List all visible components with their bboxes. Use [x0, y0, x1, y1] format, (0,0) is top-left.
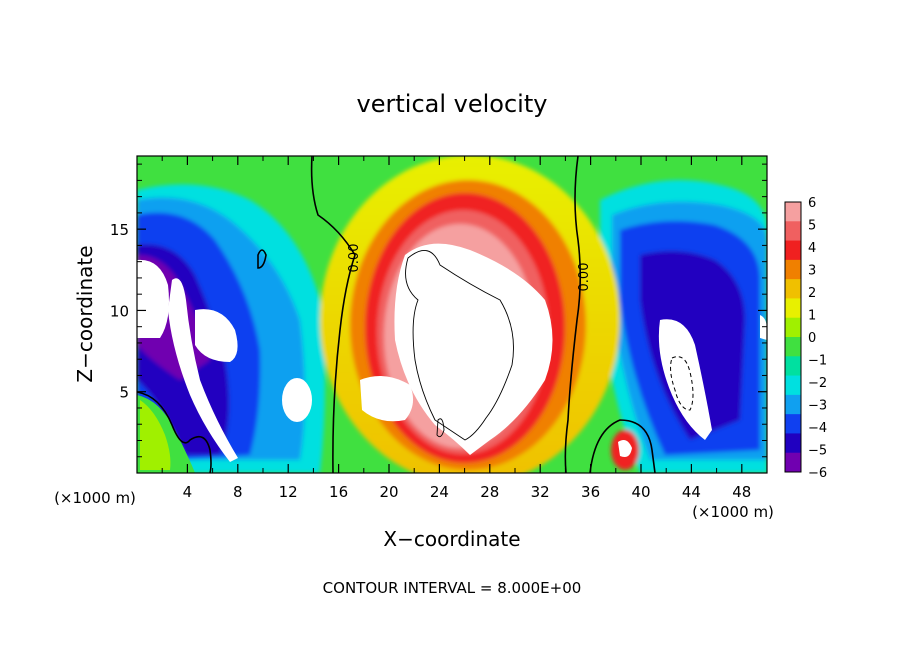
colorbar-swatch: [785, 375, 801, 396]
colorbar-swatch: [785, 259, 801, 280]
contour-label-left: 0.00: [347, 244, 362, 273]
colorbar-tick-label: 3: [808, 264, 816, 279]
x-axis-ticks: 4 8 12 16 20 24 28 32 36 40 44 48: [161, 156, 751, 501]
contour-zero-loop: [257, 249, 267, 269]
contour-core-small: [436, 418, 445, 438]
y-tick-label: 10: [110, 302, 129, 320]
y-axis-ticks: 5 10 15: [110, 163, 767, 458]
contour-lines-thin: [405, 250, 514, 441]
colorbar-swatch: [785, 298, 801, 319]
colorbar-tick-label: 0: [808, 331, 816, 346]
colorbar-tick-label: 5: [808, 219, 816, 234]
x-tick-label: 40: [631, 483, 650, 501]
field-white-left-2: [168, 278, 238, 462]
colorbar-frame: [784, 201, 802, 473]
x-tick-label: 44: [682, 483, 701, 501]
colorbar-tick-label: 2: [808, 286, 816, 301]
field-white-core: [394, 243, 553, 455]
y-axis-label: Z−coordinate: [73, 245, 97, 382]
colorbar-swatch: [785, 433, 801, 454]
colorbar-tick-label: 1: [808, 309, 816, 324]
contour-label-right: 0.00: [577, 263, 592, 292]
colorbar-swatch: [785, 221, 801, 242]
x-axis-label: X−coordinate: [383, 527, 520, 551]
plot-frame: [136, 155, 768, 474]
contour-lines: [137, 156, 656, 473]
x-tick-label: 20: [379, 483, 398, 501]
contour-zero-bottom-right: [589, 419, 656, 473]
x-tick-label: 28: [480, 483, 499, 501]
colorbar-swatch: [785, 317, 801, 338]
contour-interval-footer: CONTOUR INTERVAL = 8.000E+00: [323, 579, 582, 597]
contour-negative-dashed: [670, 356, 694, 411]
colorbar-swatch: [785, 240, 801, 261]
colorbar-swatch: [785, 202, 801, 222]
y-tick-label: 15: [110, 221, 129, 239]
colorbar-swatch: [785, 356, 801, 377]
contour-zero-bottom-left: [137, 391, 212, 473]
plot-area: 0.00 0.00: [137, 156, 767, 473]
field-white-core-lobe: [360, 376, 414, 422]
colorbar-tick-label: −1: [808, 354, 827, 369]
x-tick-label: 32: [531, 483, 550, 501]
x-tick-label: 48: [732, 483, 751, 501]
colorbar-swatch: [785, 337, 801, 357]
field-lime-bottom-left: [140, 400, 171, 470]
field-white-small-cell: [618, 440, 632, 457]
x-tick-label: 24: [430, 483, 449, 501]
colorbar-tick-label: 4: [808, 241, 816, 256]
x-tick-label: 36: [581, 483, 600, 501]
x-tick-label: 16: [329, 483, 348, 501]
x-tick-label: 12: [279, 483, 298, 501]
colorbar: 6 5 4 3 2 1 0 −1 −2 −3 −4 −5 −6: [784, 196, 827, 481]
colorbar-swatch: [785, 414, 801, 434]
field-white-left-1: [137, 259, 169, 338]
contour-core: [405, 250, 514, 441]
colorbar-tick-label: −3: [808, 399, 827, 414]
contour-zero-left: [310, 156, 356, 473]
colorbar-swatch: [785, 452, 801, 473]
x-unit-right: (×1000 m): [692, 503, 774, 521]
colorbar-tick-label: −2: [808, 376, 827, 391]
colorbar-swatch: [785, 394, 801, 415]
x-tick-label: 4: [183, 483, 193, 501]
y-tick-label: 5: [119, 384, 129, 402]
colorbar-swatch: [785, 279, 801, 299]
field-white-left-4: [282, 378, 312, 422]
colorbar-tick-label: 6: [808, 196, 816, 211]
field-white-left-3: [195, 309, 238, 362]
colorbar-tick-label: −6: [808, 466, 827, 481]
colorbar-tick-label: −5: [808, 444, 827, 459]
field-white-right: [658, 319, 712, 440]
x-tick-label: 8: [233, 483, 243, 501]
chart-title: vertical velocity: [357, 90, 548, 118]
colorbar-tick-label: −4: [808, 421, 827, 436]
field-white-right-edge: [760, 315, 767, 340]
contour-zero-right: [564, 156, 582, 473]
x-unit-left: (×1000 m): [54, 489, 136, 507]
